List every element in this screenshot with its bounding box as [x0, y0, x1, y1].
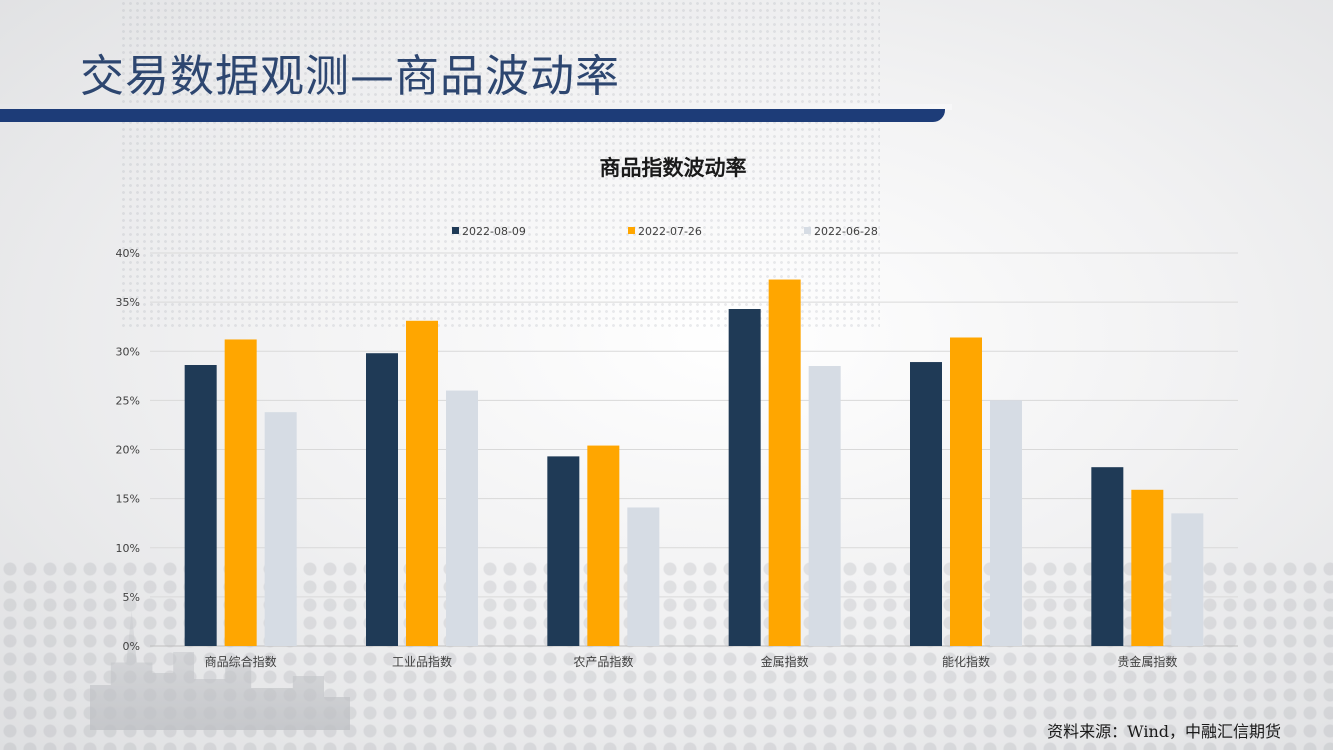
y-tick-label: 25%: [116, 394, 140, 407]
y-axis-tick-labels: 0% 5% 10% 15% 20% 25% 30% 35% 40%: [116, 247, 140, 653]
bar-2022-07-26: [950, 337, 982, 646]
legend-label: 2022-08-09: [462, 225, 526, 238]
bar-2022-08-09: [728, 309, 761, 646]
legend-swatch: [452, 227, 459, 234]
chart-title: 商品指数波动率: [600, 156, 747, 180]
x-axis-category-labels: 商品综合指数 工业品指数 农产品指数 金属指数 能化指数 贵金属指数: [205, 654, 1178, 669]
bar-2022-07-26: [224, 339, 257, 646]
chart-bars: [184, 279, 1204, 646]
bar-2022-07-26: [1131, 489, 1164, 646]
bar-2022-07-26: [587, 445, 620, 646]
page-title: 交易数据观测—商品波动率: [80, 51, 620, 102]
y-tick-label: 15%: [116, 493, 140, 506]
y-tick-label: 30%: [116, 345, 140, 358]
bar-2022-06-28: [990, 400, 1022, 646]
x-category-label: 商品综合指数: [205, 654, 277, 669]
y-tick-label: 10%: [116, 542, 140, 555]
bar-2022-08-09: [910, 362, 942, 646]
y-tick-label: 35%: [116, 296, 140, 309]
y-tick-label: 0%: [123, 640, 140, 653]
bar-2022-06-28: [264, 412, 297, 646]
bar-2022-08-09: [547, 456, 580, 646]
title-underline-bar: [0, 109, 945, 122]
legend-swatch: [628, 227, 635, 234]
x-category-label: 能化指数: [942, 654, 990, 669]
bar-2022-08-09: [1091, 467, 1124, 646]
bar-2022-07-26: [406, 320, 438, 646]
y-tick-label: 5%: [123, 591, 140, 604]
chart-legend: 2022-08-09 2022-07-26 2022-06-28: [452, 225, 878, 238]
x-category-label: 工业品指数: [392, 654, 452, 669]
x-category-label: 农产品指数: [573, 654, 633, 669]
bar-2022-06-28: [1171, 513, 1204, 646]
title-bar-highlight: [0, 104, 952, 110]
x-category-label: 贵金属指数: [1117, 654, 1177, 669]
bar-2022-06-28: [808, 365, 841, 646]
bar-2022-08-09: [366, 353, 398, 646]
y-tick-label: 40%: [116, 247, 140, 260]
bar-2022-07-26: [768, 279, 801, 646]
world-map-dots-decoration: [120, 0, 880, 330]
legend-label: 2022-06-28: [814, 225, 878, 238]
x-category-label: 金属指数: [761, 654, 809, 669]
y-tick-label: 20%: [116, 444, 140, 457]
chart-gridlines: [150, 252, 1238, 647]
bar-2022-08-09: [184, 365, 217, 646]
legend-label: 2022-07-26: [638, 225, 702, 238]
data-source-note: 资料来源：Wind，中融汇信期货: [1047, 722, 1281, 741]
legend-swatch: [804, 227, 811, 234]
bar-2022-06-28: [627, 507, 660, 646]
bar-2022-06-28: [446, 390, 478, 646]
